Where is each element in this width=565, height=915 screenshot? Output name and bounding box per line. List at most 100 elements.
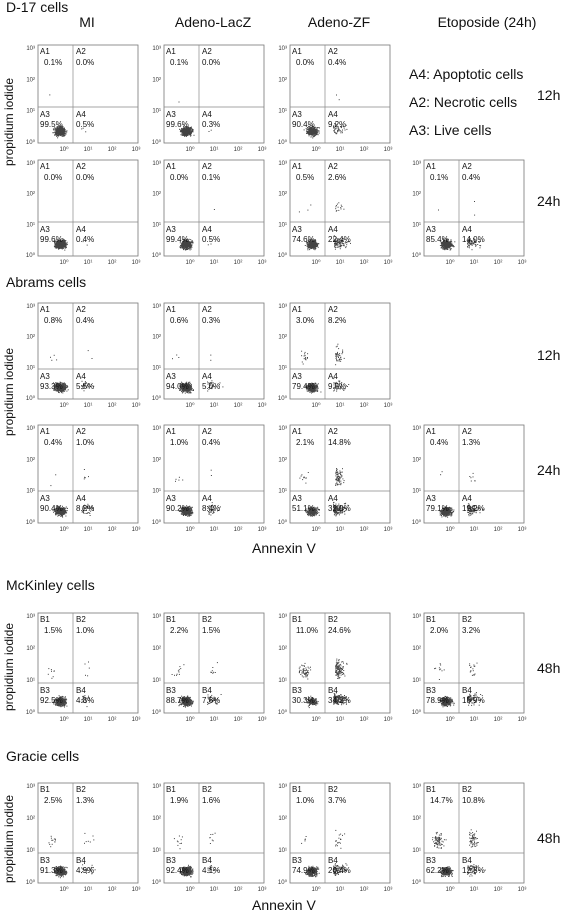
event-point [310, 248, 312, 250]
event-point [188, 389, 190, 391]
event-point [185, 246, 187, 248]
event-point [56, 245, 58, 247]
scatter-points [50, 350, 95, 394]
y-tick-label: 10¹ [26, 365, 35, 371]
event-point [65, 385, 67, 387]
event-point [63, 135, 65, 137]
event-point [447, 244, 449, 246]
event-point [192, 131, 194, 133]
event-point [183, 241, 184, 243]
event-point [211, 385, 213, 387]
event-point [181, 244, 183, 246]
event-point [338, 128, 340, 130]
event-point [189, 128, 191, 130]
event-point [310, 239, 312, 241]
event-point [312, 130, 314, 132]
event-point [64, 389, 66, 391]
event-point [210, 359, 212, 361]
event-point [314, 243, 316, 245]
event-point [178, 101, 180, 103]
event-point [64, 244, 66, 246]
x-tick-label: 10¹ [84, 147, 93, 153]
event-point [307, 389, 309, 391]
y-tick-label: 10⁰ [26, 252, 36, 259]
event-point [185, 385, 187, 387]
y-tick-label: 10³ [152, 46, 161, 52]
event-point [181, 130, 183, 132]
event-point [446, 241, 448, 243]
event-point [59, 245, 61, 247]
event-point [56, 127, 58, 129]
event-point [340, 208, 342, 210]
quadrant-percent: 0.0% [44, 173, 62, 182]
event-point [56, 385, 58, 387]
event-point [60, 386, 62, 388]
event-point [183, 391, 185, 393]
event-point [335, 239, 337, 241]
event-point [304, 353, 306, 355]
event-point [85, 382, 87, 384]
y-tick-label: 10² [412, 192, 421, 198]
quadrant-label: A1 [40, 47, 50, 56]
event-point [61, 245, 63, 247]
event-point [55, 385, 57, 387]
event-point [62, 129, 64, 131]
event-point [189, 381, 191, 383]
event-point [219, 382, 221, 384]
event-point [337, 127, 339, 129]
event-point [340, 357, 342, 359]
event-point [56, 243, 58, 245]
event-point [442, 247, 444, 249]
event-point [54, 244, 56, 246]
event-point [181, 382, 183, 384]
event-point [306, 243, 308, 245]
event-point [190, 239, 192, 241]
event-point [207, 381, 208, 383]
event-point [183, 249, 184, 251]
event-point [59, 385, 61, 387]
event-point [183, 132, 185, 134]
event-point [193, 134, 195, 136]
event-point [62, 247, 63, 249]
event-point [81, 380, 83, 382]
event-point [184, 247, 186, 249]
event-point [61, 385, 62, 387]
event-point [343, 245, 345, 247]
event-point [444, 245, 446, 247]
event-point [312, 240, 314, 242]
event-point [345, 247, 347, 249]
quadrant-label: A2 [202, 47, 212, 56]
event-point [62, 242, 63, 244]
x-tick-label: 10⁰ [185, 402, 195, 409]
event-point [312, 126, 313, 128]
event-point [57, 137, 59, 139]
event-point [188, 385, 190, 387]
event-point [182, 128, 184, 130]
event-point [345, 124, 347, 126]
event-point [343, 238, 345, 240]
event-point [336, 94, 337, 96]
event-point [60, 130, 62, 132]
event-point [62, 134, 64, 136]
event-point [189, 385, 191, 387]
event-point [334, 240, 336, 242]
event-point [471, 243, 473, 245]
time-label-gracie-48h: 48h [537, 830, 561, 846]
plot-frame [163, 302, 265, 400]
y-tick-label: 10⁰ [278, 252, 288, 259]
event-point [301, 361, 303, 363]
event-point [315, 246, 317, 248]
event-point [53, 382, 54, 384]
event-point [471, 242, 473, 244]
event-point [184, 244, 186, 246]
event-point [454, 241, 456, 243]
event-point [309, 247, 311, 249]
event-point [81, 128, 83, 130]
event-point [185, 128, 186, 130]
event-point [61, 133, 63, 135]
event-point [185, 384, 187, 386]
event-point [315, 129, 317, 131]
event-point [183, 242, 185, 244]
event-point [60, 247, 62, 249]
